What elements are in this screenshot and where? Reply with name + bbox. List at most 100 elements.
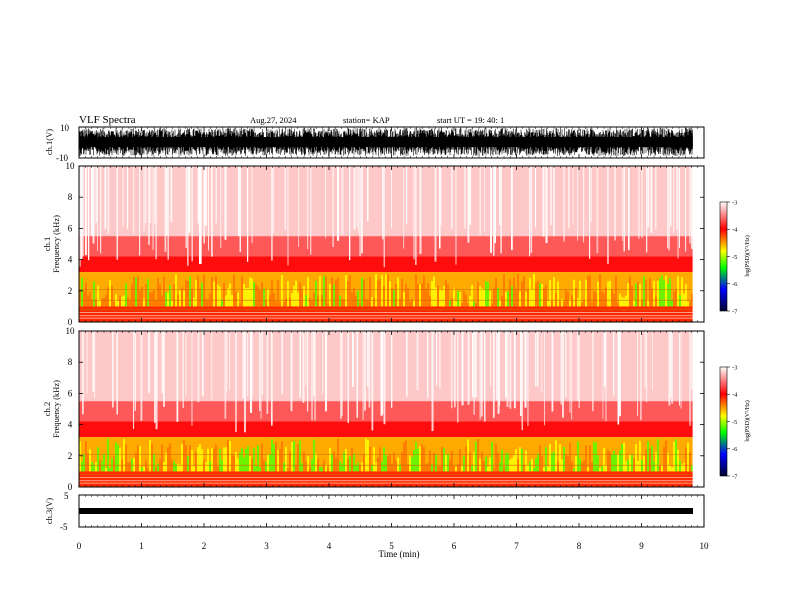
freq-tick-label: 8 <box>68 192 73 202</box>
spec-patch <box>343 452 345 472</box>
spec-streak <box>676 166 678 230</box>
spec-patch <box>233 274 235 307</box>
spec-streak <box>679 166 680 249</box>
spec-patch <box>173 284 175 307</box>
spec-patch <box>109 468 111 472</box>
spec-patch <box>491 303 493 307</box>
spec-band <box>79 471 693 487</box>
spec-patch <box>559 444 561 472</box>
spec-streak <box>116 166 119 260</box>
spec-patch <box>111 458 113 472</box>
spec-patch <box>535 458 537 472</box>
spec-patch <box>187 280 189 307</box>
spec-patch <box>403 442 405 472</box>
spec-patch <box>351 447 353 472</box>
spec-streak <box>94 331 96 399</box>
spec-streak <box>80 166 83 260</box>
spec-patch <box>355 295 357 307</box>
spec-patch <box>107 286 109 307</box>
spec-patch <box>261 282 263 307</box>
spec-patch <box>583 300 585 307</box>
spec-patch <box>125 444 127 472</box>
spec-streak <box>637 331 639 417</box>
spec-patch <box>337 438 339 472</box>
ch1-waveform-ylabel: ch.1(V) <box>44 129 54 155</box>
spec-streak <box>529 166 531 257</box>
spec-patch <box>433 276 435 307</box>
spec-patch <box>687 301 689 307</box>
spec-streak <box>434 166 437 262</box>
spec-streak <box>670 331 672 398</box>
spec-patch <box>91 461 93 472</box>
spec-patch <box>197 447 199 472</box>
spec-streak <box>670 166 672 227</box>
spec-band <box>79 166 693 237</box>
spec-patch <box>687 442 689 472</box>
spec-patch <box>675 289 677 307</box>
spec-patch <box>403 291 405 307</box>
spec-streak <box>457 331 459 423</box>
spec-patch <box>659 465 661 472</box>
spec-patch <box>499 462 501 472</box>
spec-patch <box>273 293 275 307</box>
spec-patch <box>185 280 187 307</box>
spec-patch <box>451 451 453 472</box>
spec-streak <box>689 331 691 426</box>
spec-patch <box>395 460 397 472</box>
spec-patch <box>373 447 375 472</box>
spec-patch <box>587 276 589 307</box>
spec-patch <box>467 303 469 307</box>
ch1-colorbar <box>719 201 728 312</box>
spec-patch <box>389 454 391 472</box>
spec-patch <box>549 444 551 472</box>
spec-patch <box>459 291 461 307</box>
spec-patch <box>643 455 645 472</box>
spec-streak <box>215 166 218 224</box>
spec-patch <box>325 276 327 307</box>
spec-patch <box>351 292 353 307</box>
spec-patch <box>413 299 415 307</box>
ch2-spectrogram-ylabel-frequency: Frequency (kHz) <box>51 380 61 438</box>
spec-patch <box>143 466 145 472</box>
spec-streak <box>154 331 156 423</box>
spec-patch <box>481 288 483 307</box>
spec-streak <box>646 331 648 403</box>
spec-patch <box>247 287 249 307</box>
spec-patch <box>491 442 493 472</box>
spec-patch <box>465 446 467 472</box>
spec-streak <box>541 331 543 393</box>
spec-patch <box>399 298 401 307</box>
spec-patch <box>549 280 551 307</box>
spec-patch <box>539 444 541 472</box>
spec-streak <box>583 166 585 243</box>
spec-patch <box>179 290 181 307</box>
spec-patch <box>241 276 243 307</box>
spec-patch <box>277 449 279 472</box>
spec-patch <box>311 300 313 307</box>
spec-patch <box>101 298 103 307</box>
spec-streak <box>494 166 496 244</box>
spec-patch <box>341 463 343 472</box>
spec-patch <box>627 459 629 472</box>
spec-streak <box>568 166 570 229</box>
spec-patch <box>675 439 677 472</box>
spec-streak <box>403 166 405 249</box>
spec-streak <box>451 331 453 409</box>
spec-patch <box>529 277 531 307</box>
spec-patch <box>239 452 241 472</box>
spec-streak <box>560 331 562 405</box>
spec-streak <box>536 331 539 387</box>
spec-patch <box>635 443 637 472</box>
spec-patch <box>141 467 143 472</box>
spec-patch <box>459 449 461 472</box>
spec-patch <box>589 445 591 472</box>
spec-patch <box>285 298 287 307</box>
spec-patch <box>241 448 243 472</box>
spec-patch <box>345 274 347 307</box>
spec-patch <box>591 462 593 472</box>
spec-streak <box>553 166 555 237</box>
spec-streak <box>97 166 99 252</box>
spec-streak <box>493 331 495 418</box>
spec-streak <box>509 331 512 409</box>
spec-patch <box>205 461 207 472</box>
